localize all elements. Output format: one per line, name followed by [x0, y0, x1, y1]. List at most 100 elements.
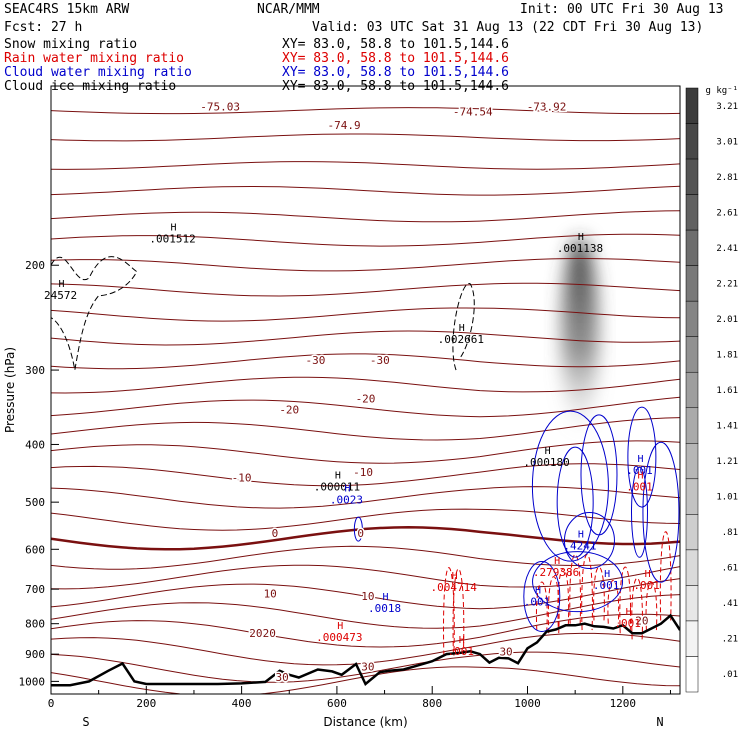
rain-contour — [443, 567, 455, 656]
colorbar-level-label: 2.41 — [716, 244, 738, 254]
colorbar-level-label: 1.01 — [716, 493, 738, 503]
colorbar-level-label: .41 — [722, 599, 738, 609]
isotherm-line — [51, 578, 680, 610]
title-model: SEAC4RS 15km ARW — [4, 2, 130, 17]
extremum-label: .0023 — [330, 494, 363, 507]
colorbar-swatch — [685, 158, 699, 195]
extremum-label: .002661 — [438, 333, 484, 346]
endpoint-left-label: S — [82, 715, 89, 729]
rain-contour — [535, 581, 548, 631]
x-axis-label: Distance (km) — [323, 715, 407, 729]
rain-contour — [569, 554, 582, 624]
y-tick-label: 400 — [25, 438, 45, 451]
colorbar-level-label: 3.01 — [716, 137, 738, 147]
title-valid: Valid: 03 UTC Sat 31 Aug 13 (22 CDT Fri … — [312, 20, 704, 35]
extremum-label: .001 — [626, 464, 653, 477]
field-cloud-name: Cloud water mixing ratio — [4, 65, 192, 80]
rain-contour — [607, 579, 620, 624]
extremum-h-marker: H — [637, 454, 643, 465]
isotherm-line — [51, 486, 680, 509]
colorbar-level-label: 1.81 — [716, 350, 738, 360]
colorbar-level-label: 2.81 — [716, 173, 738, 183]
temperature-label: 30 — [361, 660, 374, 673]
isotherm-line — [51, 307, 680, 322]
colorbar-swatch — [685, 656, 699, 693]
extremum-label: .001 — [593, 579, 620, 592]
plot-frame — [50, 85, 681, 695]
extremum-label: .279386 — [533, 566, 579, 579]
colorbar-level-label: .61 — [722, 564, 738, 574]
y-tick-label: 500 — [25, 496, 45, 509]
extremum-h-marker: H — [578, 232, 584, 243]
colorbar-swatch — [685, 229, 699, 266]
temperature-label: 20 — [635, 615, 648, 628]
snow-contours — [51, 256, 475, 371]
rain-contour — [547, 576, 560, 634]
title-init: Init: 00 UTC Fri 30 Aug 13 — [520, 2, 724, 17]
rain-contours — [443, 531, 672, 656]
y-axis-label: Pressure (hPa) — [3, 347, 17, 433]
extremum-h-marker: H — [645, 569, 651, 580]
y-tick-label: 300 — [25, 364, 45, 377]
y-tick-label: 1000 — [19, 675, 46, 688]
colorbar-level-label: .21 — [722, 635, 738, 645]
temperature-label: -73.92 — [527, 101, 567, 114]
y-tick-label: 200 — [25, 259, 45, 272]
x-tick-label: 1000 — [514, 697, 541, 710]
temperature-label: -30 — [306, 354, 326, 367]
x-tick-label: 800 — [422, 697, 442, 710]
title-org: NCAR/MMM — [257, 2, 320, 17]
isotherm-line — [51, 161, 680, 170]
cloud-contour — [642, 441, 680, 583]
isotherm-line — [51, 185, 680, 196]
isotherm-line — [51, 107, 680, 115]
isotherm-line — [51, 508, 680, 531]
extremum-h-marker: H — [637, 471, 643, 482]
extremum-label: .001 — [524, 595, 551, 608]
cloud-contour — [630, 466, 648, 558]
colorbar-swatch — [685, 123, 699, 160]
x-tick-label: 200 — [136, 697, 156, 710]
extremum-label: .004714 — [430, 581, 477, 594]
extremum-h-marker: H — [344, 484, 350, 495]
colorbar-level-label: 2.01 — [716, 315, 738, 325]
isotherm-line — [51, 257, 680, 272]
rain-contour — [645, 581, 658, 631]
colorbar-level-label: 1.21 — [716, 457, 738, 467]
isotherm-line — [51, 353, 680, 370]
field-rain-name: Rain water mixing ratio — [4, 51, 185, 66]
isotherm-line — [51, 133, 680, 142]
temperature-label: 0 — [357, 527, 364, 540]
temperature-label: -74.9 — [327, 119, 360, 132]
ice-plume-shading — [561, 238, 598, 429]
colorbar-swatch — [685, 514, 699, 551]
temperature-label: -30 — [370, 354, 390, 367]
rain-contour — [619, 566, 632, 634]
colorbar-level-label: 3.21 — [716, 102, 738, 112]
extremum-label: .001 — [626, 481, 653, 494]
endpoint-right-label: N — [656, 715, 663, 729]
isotherm-line — [51, 632, 680, 666]
y-tick-label: 600 — [25, 543, 45, 556]
extremum-h-marker: H — [59, 279, 65, 290]
colorbar-swatch — [685, 549, 699, 586]
temperature-label: 30 — [499, 646, 512, 659]
isotherm-lines — [51, 107, 680, 694]
extremum-h-marker: H — [452, 571, 458, 582]
colorbar-swatch — [685, 478, 699, 515]
field-rain-xy: XY= 83.0, 58.8 to 101.5,144.6 — [282, 51, 509, 66]
temperature-label: 20 — [249, 627, 262, 640]
extremum-label: .000011 — [314, 481, 360, 494]
cloud-contour — [353, 516, 363, 542]
extremum-label: .0018 — [368, 602, 401, 615]
colorbar-swatch — [685, 300, 699, 337]
extremum-h-marker: H — [535, 585, 541, 596]
extremum-h-marker: H — [171, 222, 177, 233]
colorbar-swatch — [685, 336, 699, 373]
colorbar-swatch — [685, 87, 699, 124]
isotherm-line — [51, 396, 680, 418]
x-tick-label: 600 — [327, 697, 347, 710]
extremum-label: .001138 — [557, 242, 603, 255]
field-ice-xy: XY= 83.0, 58.8 to 101.5,144.6 — [282, 79, 509, 94]
colorbar-level-label: .01 — [722, 670, 738, 680]
